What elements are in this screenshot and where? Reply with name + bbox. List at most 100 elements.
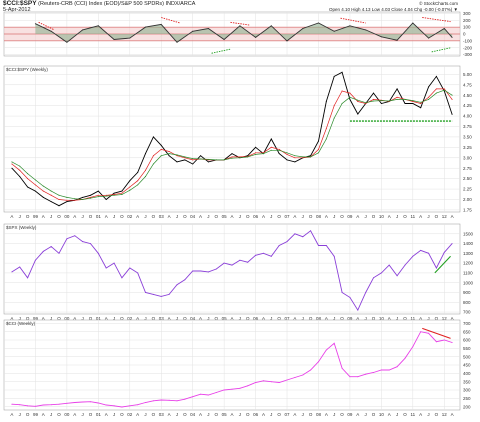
x-tick-label: J bbox=[333, 412, 335, 417]
x-tick-label: J bbox=[144, 412, 146, 417]
x-tick-label: O bbox=[89, 412, 93, 417]
x-tick-label: O bbox=[435, 214, 439, 219]
data-point bbox=[207, 158, 209, 160]
x-tick-label: A bbox=[199, 316, 202, 321]
x-tick-label: A bbox=[73, 316, 76, 321]
x-tick-label: 03 bbox=[159, 214, 165, 219]
x-tick-label: A bbox=[451, 214, 454, 219]
data-point bbox=[74, 235, 76, 237]
data-point bbox=[97, 190, 99, 192]
data-point bbox=[223, 389, 225, 391]
x-tick-label: J bbox=[50, 316, 52, 321]
panel-title: $SPX (Weekly) bbox=[6, 225, 37, 230]
data-point bbox=[231, 153, 233, 155]
x-tick-label: J bbox=[176, 412, 178, 417]
data-point bbox=[294, 157, 296, 159]
data-point bbox=[278, 148, 280, 150]
data-point bbox=[113, 39, 115, 40]
y-tick-label: -300 bbox=[463, 52, 473, 57]
data-point bbox=[90, 401, 91, 403]
x-tick-label: 04 bbox=[190, 412, 196, 417]
x-tick-label: 06 bbox=[253, 316, 259, 321]
y-tick-label: 3.50 bbox=[463, 135, 472, 140]
x-tick-label: 99 bbox=[33, 214, 39, 219]
x-tick-label: A bbox=[325, 412, 328, 417]
data-point bbox=[388, 100, 390, 102]
data-point bbox=[168, 293, 170, 295]
x-tick-label: J bbox=[270, 316, 272, 321]
data-point bbox=[231, 156, 233, 158]
data-point bbox=[451, 94, 453, 96]
x-tick-label: J bbox=[144, 214, 146, 219]
data-point bbox=[176, 284, 178, 286]
data-point bbox=[207, 271, 209, 273]
y-tick-label: 350 bbox=[463, 379, 471, 384]
x-tick-label: J bbox=[396, 316, 398, 321]
data-point bbox=[223, 39, 225, 40]
x-tick-label: A bbox=[105, 214, 108, 219]
x-tick-label: 04 bbox=[190, 316, 196, 321]
data-point bbox=[231, 388, 233, 390]
data-point bbox=[294, 155, 296, 157]
data-point bbox=[82, 241, 84, 243]
data-point bbox=[160, 23, 162, 25]
x-tick-label: O bbox=[372, 412, 376, 417]
x-tick-label: O bbox=[183, 412, 187, 417]
data-point bbox=[137, 184, 139, 186]
data-point bbox=[152, 136, 154, 138]
data-point bbox=[145, 176, 146, 177]
data-point bbox=[184, 279, 186, 281]
data-point bbox=[50, 201, 52, 203]
data-point bbox=[373, 277, 374, 279]
data-point bbox=[294, 233, 296, 235]
data-point bbox=[262, 380, 264, 382]
data-point bbox=[19, 176, 21, 177]
x-tick-label: O bbox=[57, 214, 61, 219]
data-point bbox=[333, 30, 335, 32]
data-point bbox=[145, 402, 146, 403]
data-point bbox=[184, 156, 186, 158]
x-tick-label: O bbox=[277, 412, 281, 417]
annotation-line bbox=[230, 21, 250, 26]
x-tick-label: O bbox=[340, 412, 344, 417]
data-point bbox=[412, 255, 414, 257]
panel-frame-1 bbox=[3, 65, 461, 213]
y-tick-label: 4.75 bbox=[463, 82, 472, 87]
data-point bbox=[223, 159, 225, 161]
data-point bbox=[11, 163, 13, 165]
data-point bbox=[176, 400, 178, 402]
data-point bbox=[373, 98, 374, 100]
y-tick-label: 600 bbox=[463, 338, 471, 343]
data-point bbox=[27, 277, 29, 279]
x-tick-label: 10 bbox=[379, 412, 385, 417]
x-tick-label: A bbox=[199, 214, 202, 219]
x-tick-label: 11 bbox=[410, 214, 415, 219]
data-point bbox=[420, 101, 422, 103]
data-point bbox=[396, 39, 398, 41]
x-tick-label: O bbox=[309, 316, 313, 321]
x-tick-label: O bbox=[277, 214, 281, 219]
x-tick-label: O bbox=[152, 412, 156, 417]
data-point bbox=[443, 89, 445, 91]
data-point bbox=[121, 194, 123, 195]
x-tick-label: 08 bbox=[316, 316, 322, 321]
x-tick-label: A bbox=[199, 412, 202, 417]
x-tick-label: J bbox=[427, 412, 429, 417]
x-tick-label: J bbox=[365, 412, 367, 417]
series-line-0 bbox=[35, 22, 453, 43]
annotation-line bbox=[431, 47, 451, 53]
y-tick-label: 400 bbox=[463, 371, 471, 376]
data-point bbox=[58, 403, 60, 405]
x-tick-label: J bbox=[270, 412, 272, 417]
x-tick-label: O bbox=[372, 214, 376, 219]
x-tick-label: O bbox=[89, 214, 93, 219]
x-tick-label: J bbox=[19, 214, 21, 219]
x-tick-label: A bbox=[136, 214, 139, 219]
x-tick-label: O bbox=[215, 214, 219, 219]
data-point bbox=[97, 196, 99, 198]
annotation-line bbox=[161, 17, 181, 24]
data-point bbox=[318, 152, 319, 154]
data-point bbox=[215, 392, 217, 393]
x-tick-label: A bbox=[262, 412, 265, 417]
